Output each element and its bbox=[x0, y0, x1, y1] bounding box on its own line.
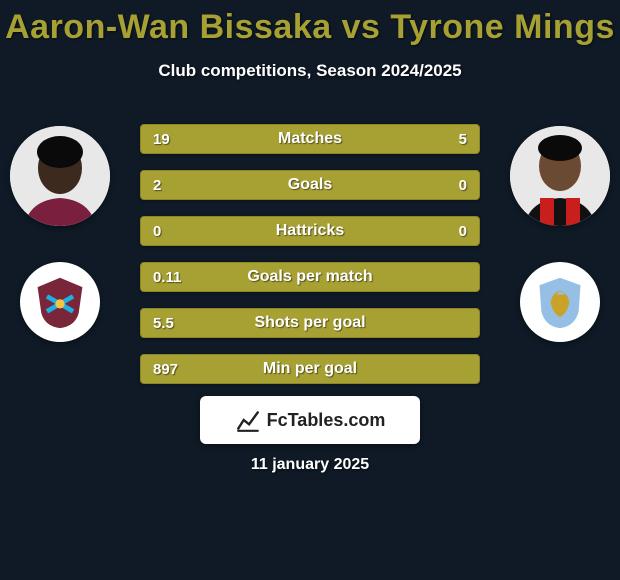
stat-label: Shots per goal bbox=[201, 314, 419, 332]
stat-right-value: 0 bbox=[419, 177, 479, 194]
aston-villa-badge-icon bbox=[532, 274, 588, 330]
stat-left-value: 5.5 bbox=[141, 315, 201, 332]
stat-right-value: 5 bbox=[419, 131, 479, 148]
stat-left-value: 0.11 bbox=[141, 269, 201, 286]
player2-avatar bbox=[510, 126, 610, 226]
stat-left-value: 897 bbox=[141, 361, 201, 378]
source-badge: FcTables.com bbox=[200, 396, 420, 444]
page-title: Aaron-Wan Bissaka vs Tyrone Mings bbox=[0, 0, 620, 47]
stat-label: Goals per match bbox=[201, 268, 419, 286]
stat-right-value: 0 bbox=[419, 223, 479, 240]
player1-avatar bbox=[10, 126, 110, 226]
stat-left-value: 19 bbox=[141, 131, 201, 148]
stat-row: 897Min per goal bbox=[140, 354, 480, 384]
stat-label: Hattricks bbox=[201, 222, 419, 240]
source-label: FcTables.com bbox=[267, 410, 386, 431]
player1-avatar-icon bbox=[10, 126, 110, 226]
stat-row: 19Matches5 bbox=[140, 124, 480, 154]
subtitle: Club competitions, Season 2024/2025 bbox=[0, 61, 620, 81]
stat-label: Goals bbox=[201, 176, 419, 194]
comparison-card: Aaron-Wan Bissaka vs Tyrone Mings Club c… bbox=[0, 0, 620, 580]
stat-row: 2Goals0 bbox=[140, 170, 480, 200]
west-ham-badge-icon bbox=[32, 274, 88, 330]
stat-row: 0.11Goals per match bbox=[140, 262, 480, 292]
chart-icon bbox=[235, 407, 261, 433]
stats-table: 19Matches52Goals00Hattricks00.11Goals pe… bbox=[140, 124, 480, 400]
stat-left-value: 0 bbox=[141, 223, 201, 240]
player1-club-badge bbox=[20, 262, 100, 342]
stat-row: 5.5Shots per goal bbox=[140, 308, 480, 338]
stat-row: 0Hattricks0 bbox=[140, 216, 480, 246]
stat-left-value: 2 bbox=[141, 177, 201, 194]
snapshot-date: 11 january 2025 bbox=[0, 456, 620, 474]
player2-avatar-icon bbox=[510, 126, 610, 226]
player2-club-badge bbox=[520, 262, 600, 342]
stat-label: Min per goal bbox=[201, 360, 419, 378]
stat-label: Matches bbox=[201, 130, 419, 148]
